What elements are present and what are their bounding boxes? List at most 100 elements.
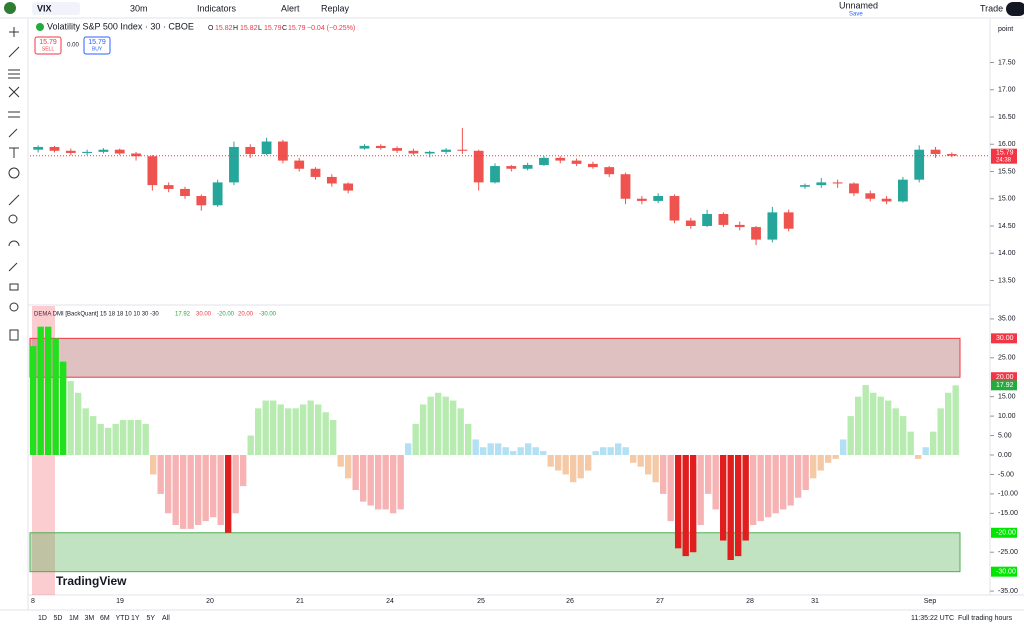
range-button[interactable]: YTD [116,615,130,622]
histogram-bar [97,423,104,455]
range-button[interactable]: 1Y [131,615,140,622]
left-toolbar [0,19,28,629]
candle-body [457,149,468,151]
open: 15.82 [215,25,233,32]
range-button[interactable]: 3M [85,615,95,622]
sell-button[interactable] [34,36,62,55]
histogram-bar [187,455,194,529]
histogram-bar [525,443,532,455]
histogram-bar [345,455,352,479]
symbol[interactable]: VIX [37,3,52,13]
sell-label[interactable]: SELL [42,46,54,52]
histogram-bar [337,455,344,467]
histogram-bar [780,455,787,510]
histogram-bar [397,455,404,510]
candle-body [930,149,941,155]
indicator-tick-label: -25.00 [998,549,1018,556]
histogram-bar [765,455,772,518]
candle-body [800,185,810,187]
range-button[interactable]: All [162,615,170,622]
candle-body [685,220,696,226]
price-tick-label: 15.50 [998,168,1016,175]
histogram-bar [202,455,209,522]
avatar[interactable] [4,2,16,14]
range-button[interactable]: 1D [38,615,47,622]
histogram-bar [315,404,322,455]
sell-price[interactable]: 15.79 [39,39,57,46]
candle-body [147,156,158,186]
buy-label[interactable]: BUY [92,46,103,52]
candle-body [914,149,925,180]
range-button[interactable]: 1M [69,615,79,622]
publish[interactable] [1006,2,1024,16]
save[interactable]: Save [849,12,863,18]
histogram-bar [255,408,262,455]
candle-body [98,149,109,152]
histogram-bar [690,455,697,553]
histogram-bar [360,455,367,502]
histogram-bar [285,408,292,455]
legend-value: 30.00 [196,312,212,318]
histogram-bar [802,455,809,490]
change: −0.04 (−0.25%) [307,25,355,32]
candle-body [212,182,223,206]
layout-name[interactable]: Unnamed [839,0,878,10]
histogram-bar [90,416,97,455]
histogram-bar [615,443,622,455]
histogram-bar [225,455,232,533]
candle-body [751,227,761,240]
indicator-tick-label: -5.00 [998,471,1014,478]
candle-body [832,182,843,184]
histogram-bar [330,420,337,455]
histogram-bar [60,361,67,455]
range-button[interactable]: 5Y [147,615,156,622]
histogram-bar [45,326,52,455]
trade[interactable]: Trade [980,3,1003,13]
indicators[interactable]: Indicators [197,3,237,13]
candle-body [734,224,745,228]
time-label: 24 [386,598,394,605]
level-box [991,333,1017,344]
candle-body [767,212,778,240]
histogram-bar [675,455,682,549]
buy-button[interactable] [83,36,111,55]
histogram-bar [930,431,937,455]
histogram-bar [135,420,142,455]
candle-body [278,141,288,161]
histogram-bar [450,400,457,455]
histogram-bar [915,455,922,459]
replay[interactable]: Replay [321,3,350,13]
candle-body [408,150,419,154]
alert[interactable]: Alert [281,3,300,13]
candle-body [310,168,321,177]
candle-body [180,188,190,197]
candle-body [506,166,517,169]
last-price-box [991,148,1017,164]
histogram-bar [307,400,314,455]
histogram-bar [832,455,839,459]
session[interactable]: Full trading hours [958,615,1013,622]
clock: 11:35:22 UTC [911,615,954,622]
histogram-bar [855,396,862,455]
time-label: 8 [31,598,35,605]
histogram-bar [247,435,254,455]
range-button[interactable]: 6M [100,615,110,622]
range-button[interactable]: 5D [54,615,63,622]
tool-icons[interactable] [8,27,20,341]
candle-body [946,154,957,156]
histogram-bar [435,392,442,455]
histogram-bar [367,455,374,506]
histogram-bar [585,455,592,471]
symbol-box[interactable] [32,2,80,15]
histogram-bar [150,455,157,475]
histogram-bar [570,455,577,483]
histogram-bar [517,447,524,455]
level-label: 17.92 [996,382,1014,389]
buy-price[interactable]: 15.79 [88,39,106,46]
interval[interactable]: 30m [130,3,148,13]
histogram-bar [292,408,299,455]
histogram-bar [705,455,712,494]
histogram-bar [465,423,472,455]
time-label: 31 [811,598,819,605]
histogram-bar [922,447,929,455]
